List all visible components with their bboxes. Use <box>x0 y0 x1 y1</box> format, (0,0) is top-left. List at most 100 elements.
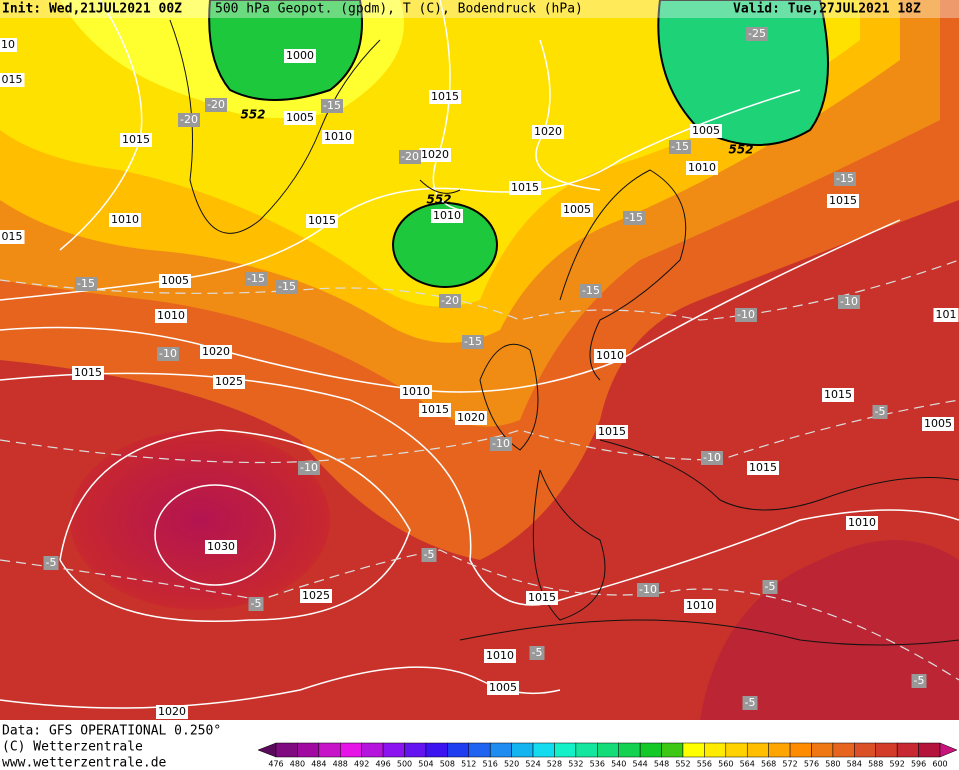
temperature-label: -10 <box>300 461 318 474</box>
temperature-label: -10 <box>737 308 755 321</box>
temperature-label: -20 <box>441 294 459 307</box>
isobar-label: 1010 <box>686 599 714 612</box>
colorbar-label: 588 <box>868 760 883 769</box>
isobar-label: 1000 <box>286 49 314 62</box>
temperature-label: -5 <box>46 556 57 569</box>
colorbar-box <box>639 742 662 758</box>
isobar-label-box <box>109 213 141 227</box>
colorbar-label: 600 <box>932 760 947 769</box>
isobar-label-box <box>419 403 451 417</box>
isobar-label-box <box>200 345 232 359</box>
temperature-label: -10 <box>159 347 177 360</box>
isobar-label: 1015 <box>528 591 556 604</box>
colorbar-label: 532 <box>568 760 583 769</box>
height-label: 552 <box>426 193 451 207</box>
temperature-label: -10 <box>639 583 657 596</box>
header: Init: Wed,21JUL2021 00Z 500 hPa Geopot. … <box>0 0 959 18</box>
temperature-label-box <box>490 437 512 451</box>
isobar-label: 1015 <box>122 133 150 146</box>
temperature-label: -5 <box>532 646 543 659</box>
isobar-label: 1015 <box>431 90 459 103</box>
isobar-label-box <box>0 38 17 52</box>
colorbar-label: 564 <box>740 760 755 769</box>
isobar-label: 101 <box>936 308 957 321</box>
temperature-label: -5 <box>424 548 435 561</box>
temperature-label-box <box>762 580 778 594</box>
colorbar-label: 596 <box>911 760 926 769</box>
colorbar-box <box>404 742 427 758</box>
isobar-label: 1005 <box>563 203 591 216</box>
colorbar-label: 540 <box>611 760 626 769</box>
colorbar-box <box>918 742 941 758</box>
colorbar-box <box>275 742 298 758</box>
colorbar-box <box>554 742 577 758</box>
isobar-label: 1015 <box>308 214 336 227</box>
isobar-label-box <box>684 599 716 613</box>
map-labels: 10 015 015 1000 1015 1005 1010 1020 1015 1020 1005… <box>0 27 959 719</box>
isobar-label-box <box>284 111 316 125</box>
isobar-label-box <box>509 181 541 195</box>
isobar-label: 1010 <box>433 209 461 222</box>
init-label: Init: Wed,21JUL2021 00Z <box>2 2 182 17</box>
isobar-label-box <box>306 214 338 228</box>
colorbar-label: 568 <box>761 760 776 769</box>
temperature-label: -15 <box>836 172 854 185</box>
colorbar-box <box>618 742 641 758</box>
isobar-label-box <box>155 309 187 323</box>
colorbar-label: 480 <box>290 760 305 769</box>
isobar-label-box <box>827 194 859 208</box>
colorbar-box <box>832 742 855 758</box>
temperature-label-box <box>421 548 437 562</box>
isobar-label-box <box>532 125 564 139</box>
isobar-label-box <box>596 425 628 439</box>
temperature-label-box <box>834 172 856 186</box>
isobar-label: 1025 <box>215 375 243 388</box>
isobar-label-box <box>300 589 332 603</box>
colorbar-box <box>297 742 320 758</box>
temperature-label: -15 <box>464 335 482 348</box>
temperature-label-box <box>637 583 659 597</box>
colorbar-box <box>875 742 898 758</box>
colorbar-label: 520 <box>504 760 519 769</box>
colorbar-box <box>682 742 705 758</box>
colorbar-box <box>575 742 598 758</box>
isobar-label: 10 <box>1 38 15 51</box>
footer: Data: GFS OPERATIONAL 0.250° (C) Wetterz… <box>2 724 221 770</box>
colorbar-label: 524 <box>525 760 540 769</box>
data-source: Data: GFS OPERATIONAL 0.250° <box>2 724 221 739</box>
isobar-label: 1015 <box>829 194 857 207</box>
colorbar-box <box>896 742 919 758</box>
isobar-label: 1015 <box>421 403 449 416</box>
isobar-label-box <box>594 349 626 363</box>
colorbar-label: 576 <box>804 760 819 769</box>
isobar-label: 1010 <box>596 349 624 362</box>
colorbar-box <box>789 742 812 758</box>
isobar-label-box <box>747 461 779 475</box>
temperature-label-box <box>439 294 461 308</box>
temperature-label: -10 <box>492 437 510 450</box>
isobar-label: 015 <box>2 230 23 243</box>
colorbar-box <box>854 742 876 758</box>
isobar-label: 1005 <box>692 124 720 137</box>
isobar-label-box <box>0 73 25 87</box>
temperature-label: -20 <box>180 113 198 126</box>
temperature-isolines <box>0 259 959 681</box>
colorbar-box <box>768 742 791 758</box>
colorbar-label: 496 <box>375 760 390 769</box>
temperature-label-box <box>735 308 757 322</box>
colorbar-label: 572 <box>782 760 797 769</box>
isobar-label-box <box>159 274 191 288</box>
colorbar: 476 480 484 488 492 496 500 504 508 512 516 520 524 5… <box>257 742 958 769</box>
website: www.wetterzentrale.de <box>2 756 167 770</box>
temperature-label: -10 <box>840 295 858 308</box>
temperature-label: -5 <box>765 580 776 593</box>
temperature-label: -25 <box>748 27 766 40</box>
temperature-label-box <box>178 113 200 127</box>
colorbar-box <box>597 742 619 758</box>
isobar-label: 1020 <box>457 411 485 424</box>
temperature-label-box <box>911 674 927 688</box>
isobar-label-box <box>846 516 878 530</box>
temperature-label-box <box>701 451 723 465</box>
isobar-label-box <box>933 308 959 322</box>
